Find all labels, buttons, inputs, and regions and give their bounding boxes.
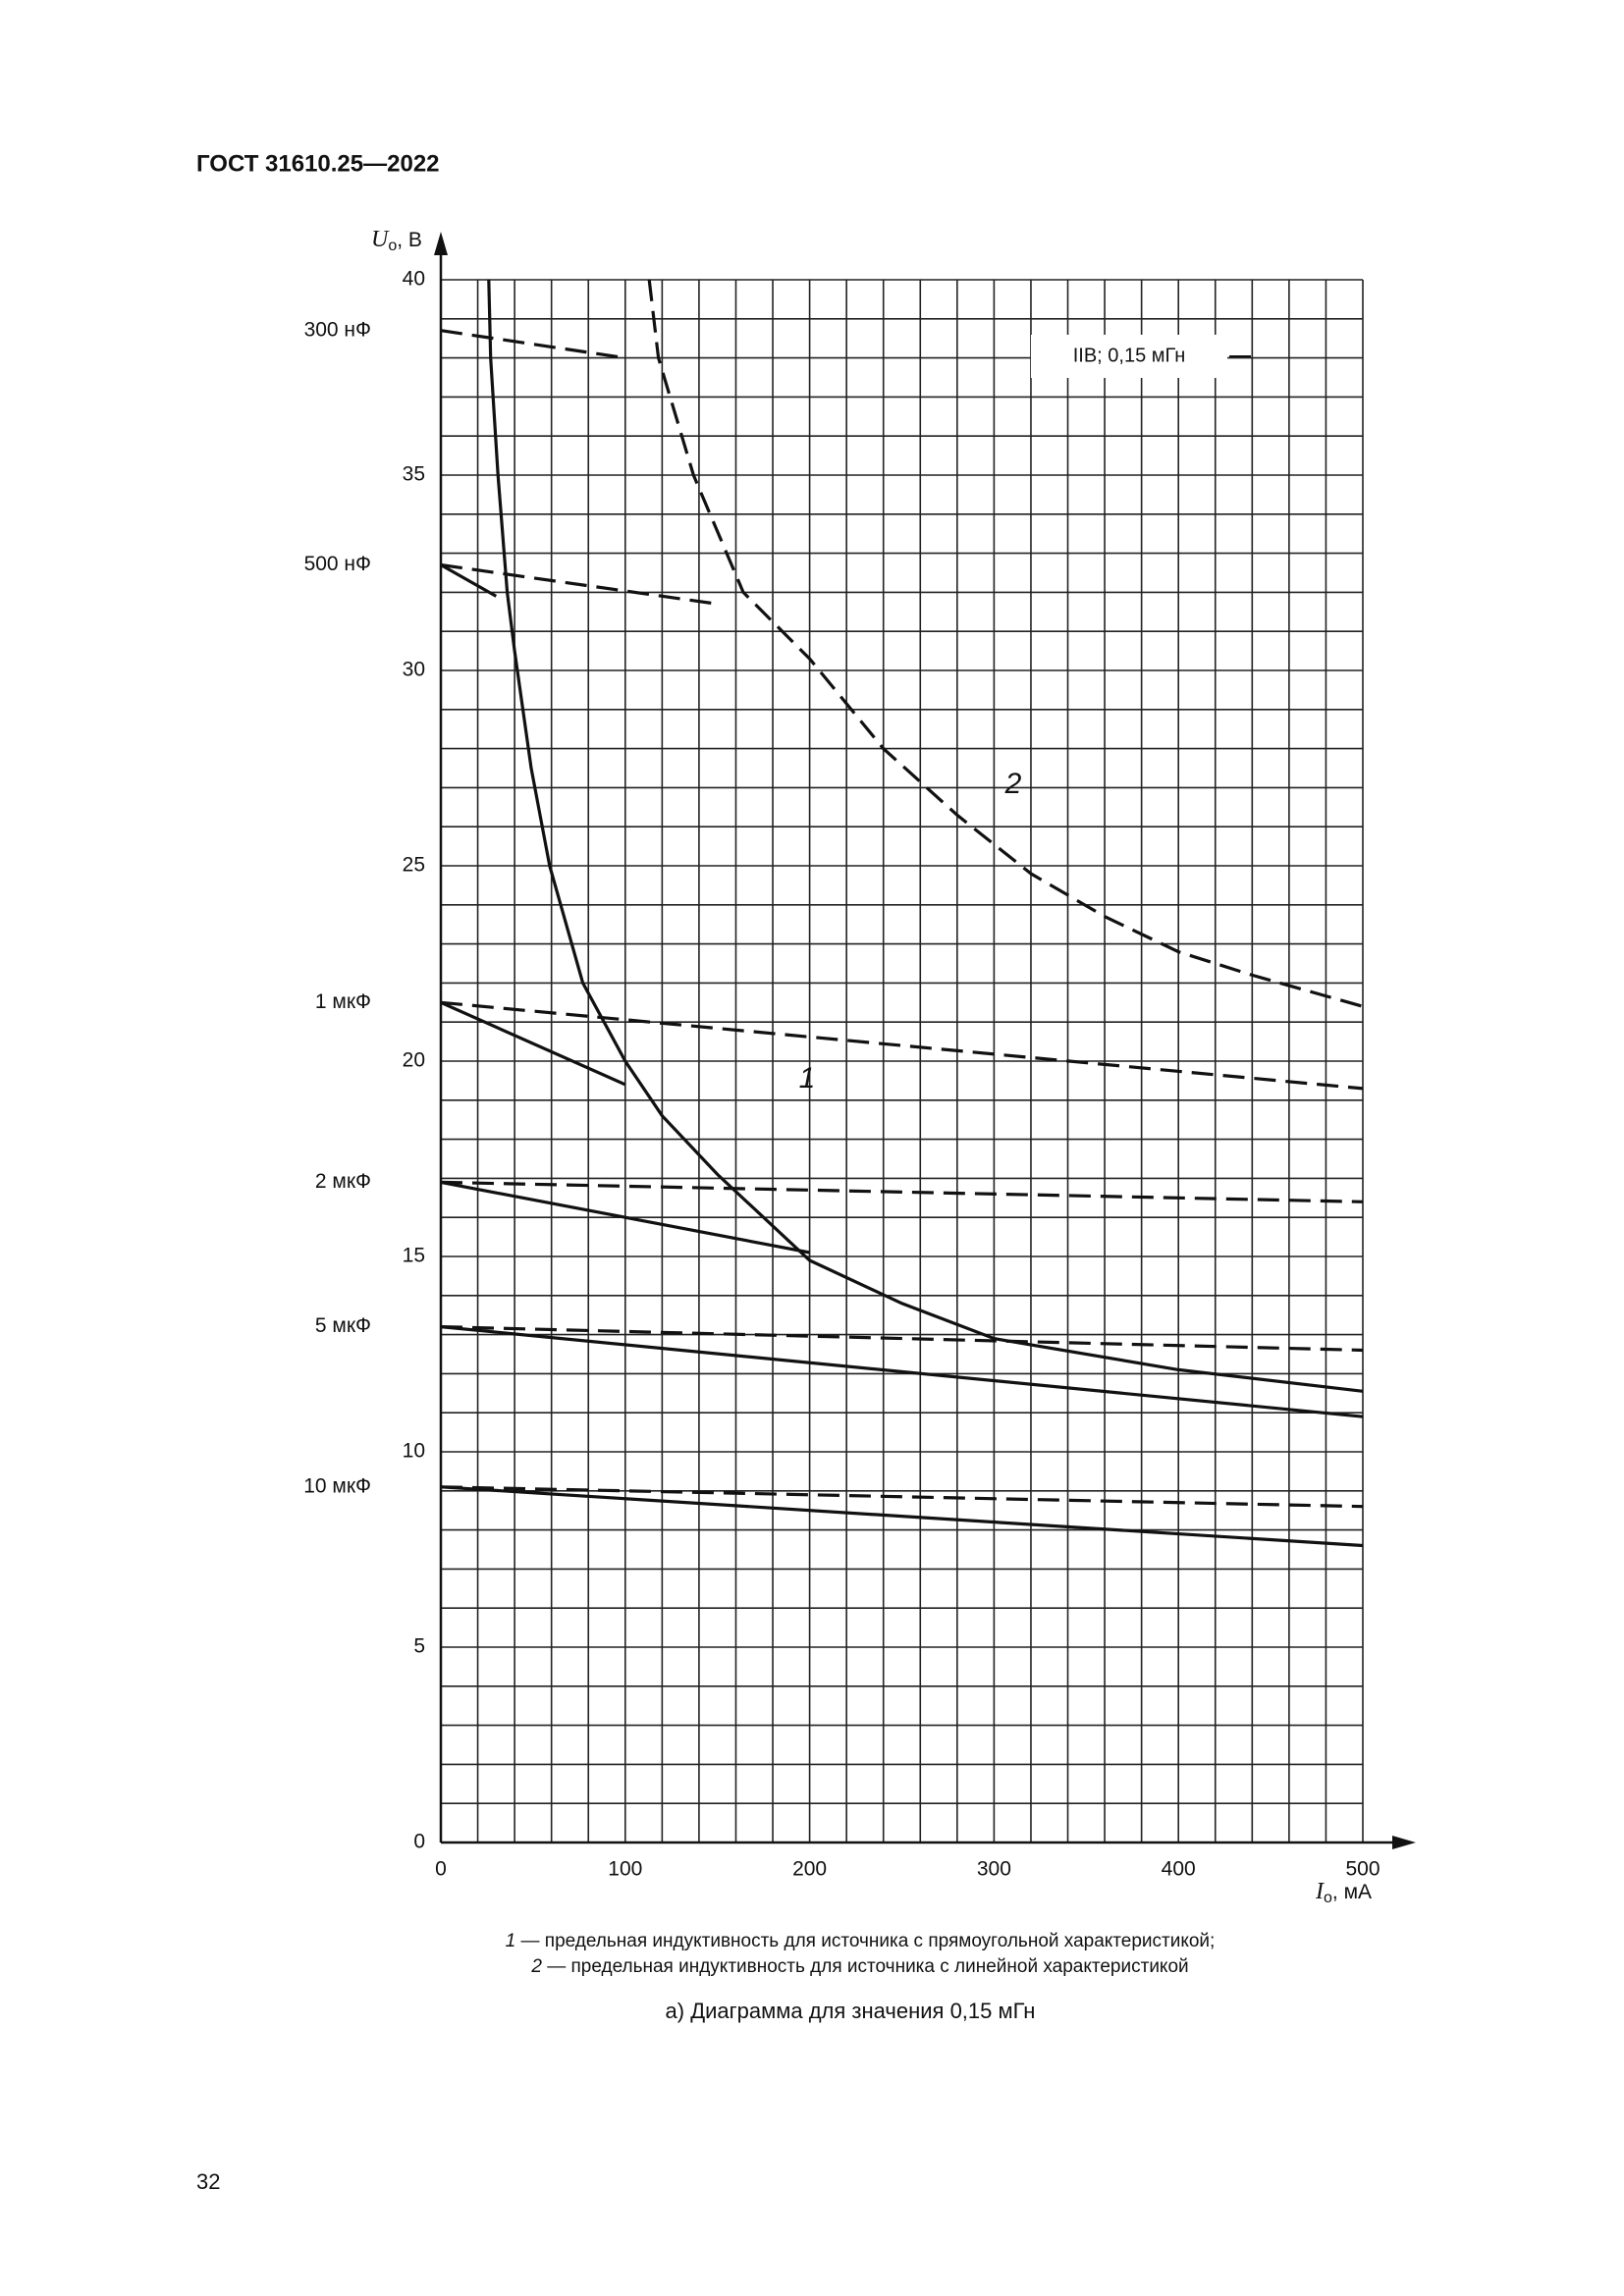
capacitance-label: 1 мкФ bbox=[315, 990, 371, 1013]
capacitance-dashed-line bbox=[440, 1000, 1364, 1091]
y-tick-label: 30 bbox=[403, 659, 425, 681]
capacitance-dashed-line bbox=[440, 1180, 1364, 1203]
annotation-box bbox=[1031, 335, 1227, 378]
capacitance-label: 300 нФ bbox=[304, 318, 371, 341]
y-tick-label: 15 bbox=[403, 1245, 425, 1267]
x-tick-label: 400 bbox=[1162, 1858, 1196, 1881]
symbol: U bbox=[371, 227, 390, 252]
capacitance-solid-line bbox=[440, 1485, 1364, 1548]
capacitance-label: 5 мкФ bbox=[315, 1314, 371, 1337]
capacitance-dashed-line bbox=[440, 1325, 1364, 1353]
note-text: — предельная индуктивность для источника… bbox=[542, 1956, 1189, 1977]
curve-label: 1 bbox=[799, 1062, 816, 1095]
note-number: 2 bbox=[530, 1956, 542, 1977]
y-tick-label: 0 bbox=[413, 1831, 425, 1853]
y-tick-label: 20 bbox=[403, 1049, 425, 1072]
note: 2 — предельная индуктивность для источни… bbox=[530, 1956, 1188, 1977]
limit-curve bbox=[647, 279, 1364, 1008]
capacitance-label: 10 мкФ bbox=[303, 1474, 371, 1497]
x-tick-label: 0 bbox=[435, 1858, 447, 1881]
y-tick-label: 5 bbox=[413, 1635, 425, 1658]
x-tick-label: 300 bbox=[977, 1858, 1011, 1881]
capacitance-dashed-line bbox=[440, 562, 718, 606]
capacitance-solid-line bbox=[440, 1325, 1364, 1418]
capacitance-label: 500 нФ bbox=[304, 553, 371, 575]
x-tick-label: 500 bbox=[1345, 1858, 1380, 1881]
capacitance-label: 2 мкФ bbox=[315, 1170, 371, 1193]
note-text: — предельная индуктивность для источника… bbox=[515, 1931, 1215, 1951]
y-tick-label: 25 bbox=[403, 854, 425, 877]
y-axis-arrow bbox=[434, 232, 448, 255]
capacitance-solid-line bbox=[440, 1000, 626, 1087]
curve-label: 2 bbox=[1004, 768, 1022, 800]
unit: , В bbox=[397, 229, 422, 251]
caption: а) Диаграмма для значения 0,15 мГн bbox=[666, 1999, 1036, 2023]
y-tick-label: 10 bbox=[403, 1440, 425, 1463]
annotation: IIB; 0,15 мГн bbox=[1073, 345, 1186, 366]
note-number: 1 bbox=[506, 1931, 516, 1951]
header: ГОСТ 31610.25—2022 bbox=[196, 150, 440, 177]
x-tick-label: 200 bbox=[792, 1858, 827, 1881]
capacitance-dashed-line bbox=[440, 329, 626, 360]
x-tick-label: 100 bbox=[608, 1858, 642, 1881]
capacitance-solid-line bbox=[440, 563, 498, 598]
symbol: I bbox=[1315, 1879, 1325, 1904]
unit: , мА bbox=[1332, 1881, 1372, 1903]
limit-curve bbox=[487, 279, 1364, 1393]
note: 1 — предельная индуктивность для источни… bbox=[506, 1931, 1216, 1951]
capacitance-dashed-line bbox=[440, 1485, 1364, 1509]
subscript: o bbox=[1324, 1890, 1332, 1906]
x-axis-arrow bbox=[1392, 1836, 1416, 1849]
y-tick-label: 40 bbox=[403, 268, 425, 291]
x-axis-label: Io, мА bbox=[1315, 1879, 1372, 1907]
capacitance-solid-line bbox=[440, 1180, 810, 1255]
y-tick-label: 35 bbox=[403, 463, 425, 486]
page-number: 32 bbox=[196, 2169, 220, 2194]
y-axis-label: Uo, В bbox=[371, 227, 422, 255]
subscript: o bbox=[388, 238, 397, 254]
